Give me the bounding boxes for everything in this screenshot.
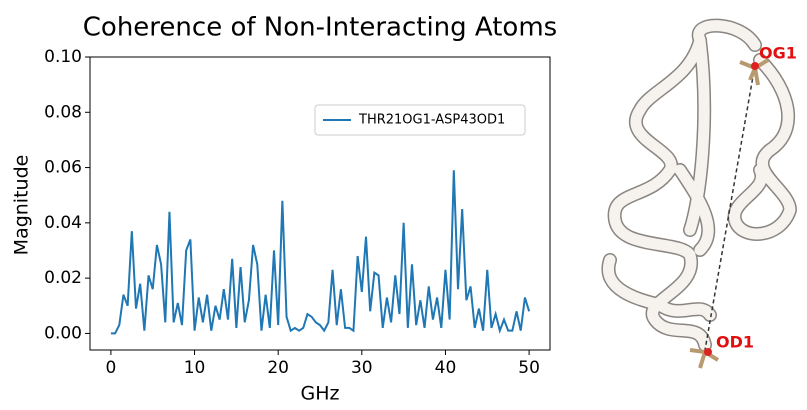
axes-frame xyxy=(89,56,551,351)
x-tick-label: 30 xyxy=(351,358,373,378)
x-tick-label: 20 xyxy=(267,358,289,378)
legend: THR21OG1-ASP43OD1 xyxy=(314,104,526,136)
atom-label: OD1 xyxy=(716,333,754,352)
y-tick-label: 0.10 xyxy=(44,47,82,67)
x-tick-label: 50 xyxy=(518,358,540,378)
atom-label: OG1 xyxy=(759,44,797,63)
y-tick-label: 0.04 xyxy=(44,213,82,233)
y-tick-label: 0.06 xyxy=(44,158,82,178)
plot-area: 0.00 0.02 0.04 0.06 0.08 0.10 0 10 20 30 40 50 THR21… xyxy=(44,47,551,378)
x-tick-label: 10 xyxy=(184,358,206,378)
y-tick-label: 0.00 xyxy=(44,323,82,343)
chart-title: Coherence of Non-Interacting Atoms xyxy=(83,13,557,43)
protein-structure: OG1 OD1 xyxy=(601,18,797,369)
y-tick-label: 0.08 xyxy=(44,102,82,122)
legend-box xyxy=(314,104,526,136)
y-tick-label: 0.02 xyxy=(44,268,82,288)
y-axis-label: Magnitude xyxy=(11,155,33,256)
x-tick-label: 40 xyxy=(435,358,457,378)
x-tick-label: 0 xyxy=(105,358,116,378)
legend-label: THR21OG1-ASP43OD1 xyxy=(358,113,505,128)
x-axis-label: GHz xyxy=(301,383,340,405)
data-line xyxy=(110,170,531,335)
